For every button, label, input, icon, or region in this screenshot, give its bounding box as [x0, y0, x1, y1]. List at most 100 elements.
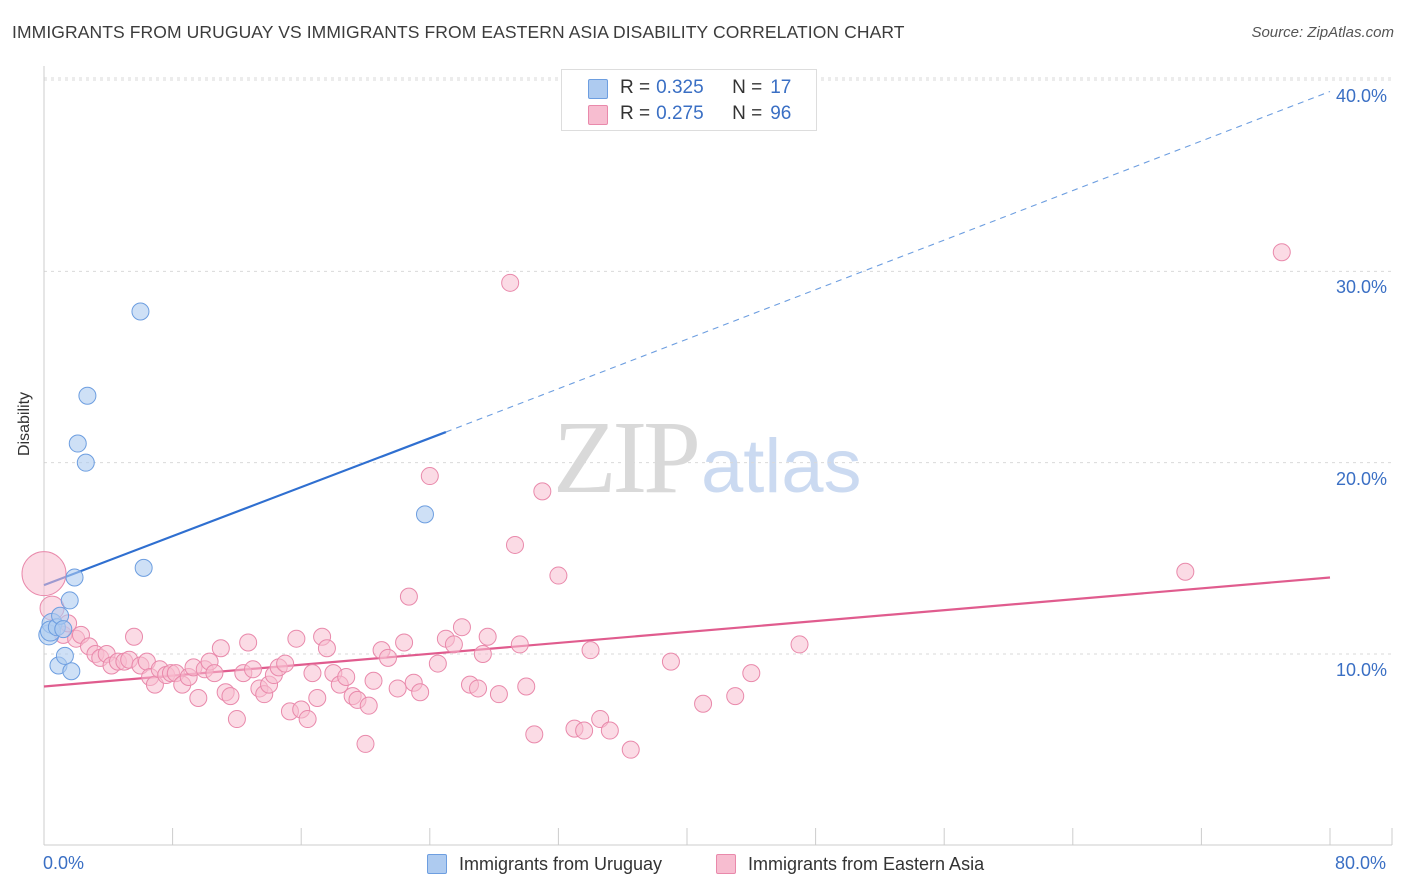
point-uruguay	[415, 505, 434, 524]
point-eastern-asia	[575, 721, 594, 740]
legend-n-value: 17	[770, 77, 792, 98]
point-eastern-asia	[239, 633, 258, 652]
point-eastern-asia	[125, 627, 144, 646]
y-tick-label: 30.0%	[1336, 277, 1388, 298]
watermark-zip: ZIP	[553, 400, 701, 515]
point-uruguay	[76, 453, 95, 472]
point-eastern-asia	[452, 618, 471, 637]
point-eastern-asia	[205, 664, 224, 683]
point-eastern-asia	[505, 535, 524, 554]
trendline-uruguay	[43, 431, 447, 587]
legend-label-uruguay: Immigrants from Uruguay	[459, 853, 663, 874]
point-eastern-asia	[317, 639, 336, 658]
point-eastern-asia	[211, 639, 230, 658]
point-eastern-asia	[661, 652, 680, 671]
axes	[43, 66, 1393, 846]
points-eastern-asia	[21, 243, 1291, 759]
point-eastern-asia	[510, 635, 529, 654]
point-uruguay	[55, 646, 74, 665]
point-eastern-asia	[189, 689, 208, 708]
point-eastern-asia	[287, 629, 306, 648]
point-eastern-asia	[276, 654, 295, 673]
point-eastern-asia	[308, 689, 327, 708]
point-uruguay	[60, 591, 79, 610]
point-eastern-asia	[379, 648, 398, 667]
point-eastern-asia	[298, 710, 317, 729]
source-label: Source: ZipAtlas.com	[1251, 24, 1394, 41]
legend-swatch-eastern-asia	[588, 105, 608, 125]
point-eastern-asia	[600, 721, 619, 740]
watermark-atlas: atlas	[701, 424, 862, 509]
point-eastern-asia	[790, 635, 809, 654]
point-eastern-asia	[428, 654, 447, 673]
correlation-legend: R = 0.325 N = 17 R = 0.275 N = 96	[561, 69, 817, 131]
point-eastern-asia	[388, 679, 407, 698]
legend-n-label: N =	[732, 77, 763, 98]
legend-n-value: 96	[770, 103, 792, 124]
legend-item-uruguay[interactable]: Immigrants from Uruguay	[427, 852, 662, 876]
point-eastern-asia	[444, 635, 463, 654]
point-uruguay	[131, 302, 150, 321]
trend-lines	[43, 90, 1331, 688]
point-eastern-asia	[21, 551, 67, 597]
x-tick-label-max: 80.0%	[1335, 853, 1387, 873]
legend-r-value: 0.275	[656, 103, 704, 124]
point-uruguay	[65, 568, 84, 587]
point-eastern-asia	[726, 687, 745, 706]
point-eastern-asia	[591, 710, 610, 729]
legend-r-label: R =	[620, 103, 651, 124]
point-eastern-asia	[221, 687, 240, 706]
point-eastern-asia	[473, 645, 492, 663]
y-tick-label: 10.0%	[1336, 660, 1388, 680]
point-eastern-asia	[243, 660, 262, 679]
point-eastern-asia	[395, 633, 414, 652]
point-eastern-asia	[303, 664, 322, 683]
point-uruguay	[54, 620, 73, 639]
point-eastern-asia	[478, 627, 497, 646]
x-tick-label-min: 0.0%	[43, 853, 85, 873]
legend-item-eastern-asia[interactable]: Immigrants from Eastern Asia	[716, 852, 984, 876]
point-eastern-asia	[549, 566, 568, 585]
point-eastern-asia	[621, 740, 640, 759]
point-eastern-asia	[359, 696, 378, 715]
point-eastern-asia	[399, 587, 418, 606]
legend-n-label: N =	[732, 103, 763, 124]
point-uruguay	[134, 558, 153, 577]
point-eastern-asia	[489, 685, 508, 704]
point-eastern-asia	[742, 664, 761, 683]
legend-swatch-uruguay	[427, 854, 447, 874]
legend-row-uruguay: R = 0.325 N = 17	[588, 76, 791, 100]
legend-row-eastern-asia: R = 0.275 N = 96	[588, 102, 791, 126]
trendline-uruguay-extension	[445, 90, 1331, 433]
points-uruguay	[38, 302, 434, 681]
point-eastern-asia	[525, 725, 544, 744]
point-eastern-asia	[1176, 562, 1195, 581]
zipatlas-watermark: ZIPatlas	[553, 398, 862, 517]
point-eastern-asia	[533, 482, 552, 501]
point-eastern-asia	[337, 667, 356, 686]
point-eastern-asia	[501, 273, 520, 292]
y-axis-label: Disability	[16, 391, 33, 456]
point-eastern-asia	[581, 641, 600, 660]
point-eastern-asia	[356, 734, 375, 753]
point-eastern-asia	[420, 467, 439, 486]
point-uruguay	[78, 386, 97, 405]
point-eastern-asia	[411, 683, 430, 702]
point-eastern-asia	[1272, 243, 1291, 262]
point-eastern-asia	[364, 671, 383, 690]
point-eastern-asia	[517, 677, 536, 696]
y-tick-label: 20.0%	[1336, 468, 1388, 489]
legend-swatch-eastern-asia	[716, 854, 736, 874]
legend-r-label: R =	[620, 77, 651, 98]
y-tick-label: 40.0%	[1336, 86, 1388, 106]
legend-swatch-uruguay	[588, 79, 608, 99]
legend-label-eastern-asia: Immigrants from Eastern Asia	[748, 853, 985, 874]
point-eastern-asia	[694, 694, 713, 713]
legend-r-value: 0.325	[656, 77, 704, 98]
point-eastern-asia	[469, 679, 488, 698]
point-eastern-asia	[227, 710, 246, 729]
point-uruguay	[62, 662, 81, 681]
chart-title: IMMIGRANTS FROM URUGUAY VS IMMIGRANTS FR…	[12, 22, 905, 42]
point-uruguay	[68, 434, 87, 453]
